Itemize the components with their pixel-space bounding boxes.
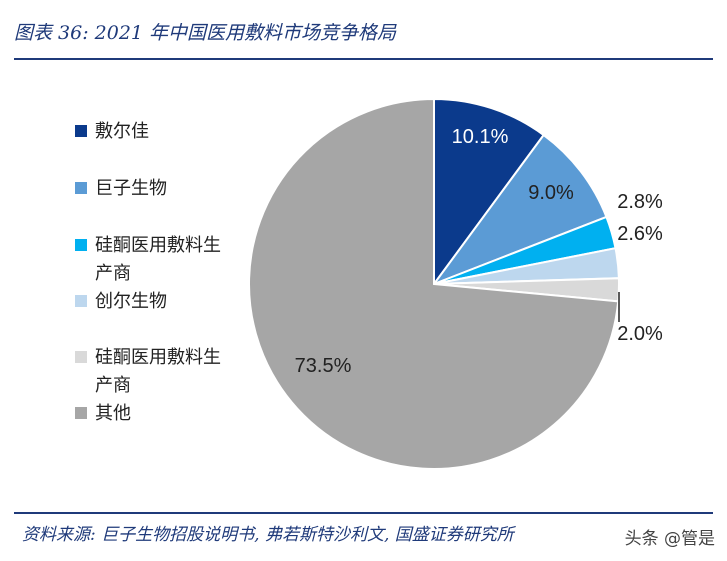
data-label: 9.0% xyxy=(528,182,574,204)
legend-item: 创尔生物 xyxy=(75,288,235,316)
header-divider xyxy=(14,58,713,60)
pie-slice xyxy=(431,133,608,287)
data-label: 2.8% xyxy=(617,191,663,213)
watermark: 头条 @管是 xyxy=(624,529,715,549)
legend-swatch xyxy=(75,182,87,194)
legend-label: 硅酮医用敷料生产商 xyxy=(95,235,221,284)
data-label: 2.0% xyxy=(617,323,663,345)
legend-swatch xyxy=(75,407,87,419)
legend-label: 敷尔佳 xyxy=(95,121,149,142)
data-label: 10.1% xyxy=(452,126,509,148)
footer-divider xyxy=(14,512,713,514)
legend-item: 巨子生物 xyxy=(75,175,235,203)
legend-label: 创尔生物 xyxy=(95,291,167,312)
chart-title: 图表 36: 2021 年中国医用敷料市场竞争格局 xyxy=(14,22,397,44)
legend-item: 敷尔佳 xyxy=(75,118,235,146)
legend-swatch xyxy=(75,125,87,137)
legend-label: 巨子生物 xyxy=(95,178,167,199)
legend-item: 硅酮医用敷料生产商 xyxy=(75,344,235,400)
pie-slice xyxy=(433,97,546,288)
legend-swatch xyxy=(75,351,87,363)
legend-label: 其他 xyxy=(95,403,131,424)
legend-swatch xyxy=(75,239,87,251)
legend-swatch xyxy=(75,295,87,307)
legend-label: 硅酮医用敷料生产商 xyxy=(95,347,221,396)
source-note: 资料来源: 巨子生物招股说明书, 弗若斯特沙利文, 国盛证券研究所 xyxy=(22,525,514,545)
legend-item: 其他 xyxy=(75,400,235,428)
pie-slice xyxy=(248,97,620,470)
legend-item: 硅酮医用敷料生产商 xyxy=(75,232,235,288)
data-label: 2.6% xyxy=(617,223,663,245)
data-label: 73.5% xyxy=(295,355,352,377)
